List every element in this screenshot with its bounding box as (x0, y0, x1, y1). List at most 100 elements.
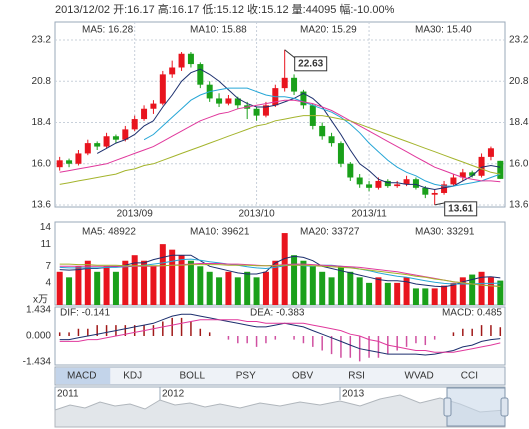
volume-bar (337, 266, 344, 305)
annotation-leader (434, 202, 445, 206)
volume-bar (206, 271, 213, 305)
volume-bar (94, 271, 101, 305)
volume-bar (328, 277, 335, 305)
legend-entry: MACD: 0.485 (442, 308, 502, 319)
y-tick-label: 13.6 (32, 200, 52, 211)
volume-bar (253, 277, 260, 305)
legend-entry: MA20: 15.29 (300, 25, 357, 36)
candle-body (75, 153, 82, 164)
volume-bar (56, 271, 63, 305)
candle-body (459, 172, 466, 178)
candle-body (234, 98, 241, 106)
x-tick-label: 2013/09 (117, 209, 154, 220)
volume-frame (54, 221, 506, 306)
candle-body (366, 184, 373, 188)
volume-bar (422, 288, 429, 305)
candle-body (319, 125, 326, 137)
legend-entry: MA10: 39621 (190, 227, 250, 238)
indicator-line (59, 99, 501, 183)
candle-body (66, 160, 73, 164)
y-tick-label: 11 (41, 239, 52, 250)
candle-body (441, 184, 448, 193)
annotation-leader (284, 49, 295, 59)
tab-label[interactable]: WVAD (405, 371, 434, 382)
volume-bar (347, 271, 354, 305)
volume-bar (403, 277, 410, 305)
y-tick-label: 4 (45, 278, 51, 289)
candle-body (197, 64, 204, 85)
candle-body (347, 163, 354, 178)
volume-bar (244, 271, 251, 305)
y-tick-label: 7 (45, 261, 51, 272)
macd-frame (54, 306, 506, 366)
volume-bar (103, 266, 110, 305)
legend-entry: DIF: -0.141 (60, 308, 110, 319)
navigator-window[interactable] (446, 387, 506, 427)
indicator-line (59, 254, 501, 288)
volume-bar (216, 277, 223, 305)
candle-body (159, 74, 166, 104)
candle-body (150, 103, 157, 109)
navigator-handle-right[interactable] (500, 397, 509, 417)
volume-bar (469, 274, 476, 305)
tab-strip (54, 366, 506, 386)
candle-body (216, 98, 223, 104)
volume-bar (75, 266, 82, 305)
candle-body (281, 77, 288, 89)
tab-label[interactable]: MACD (67, 371, 96, 382)
tab-label[interactable]: OBV (292, 371, 313, 382)
volume-bar (122, 260, 129, 305)
volume-bar (300, 260, 307, 305)
volume-bar (412, 288, 419, 305)
candle-body (291, 77, 298, 92)
candle-body (487, 148, 494, 157)
candle-body (375, 180, 382, 188)
volume-bar (478, 271, 485, 305)
candle-body (103, 136, 110, 147)
volume-bar (112, 271, 119, 305)
annotation-label: 13.61 (448, 203, 473, 214)
y-tick-label-right: 13.6 (509, 200, 529, 211)
volume-bar (159, 244, 166, 305)
y-tick-label-right: 18.4 (509, 117, 529, 128)
legend-entry: MA5: 48922 (82, 227, 136, 238)
volume-bar (384, 282, 391, 305)
legend-entry: MA20: 33727 (300, 227, 360, 238)
candle-body (478, 156, 485, 176)
tab-label[interactable]: CCI (461, 371, 478, 382)
volume-bar (150, 266, 157, 305)
candle-body (187, 53, 194, 65)
indicator-line (59, 115, 501, 185)
candle-body (253, 108, 260, 116)
candle-body (394, 184, 401, 187)
navigator-label: 2013 (342, 389, 365, 400)
volume-bar (178, 255, 185, 305)
volume-bar (291, 255, 298, 305)
volume-bar (394, 282, 401, 305)
tab-label[interactable]: RSI (348, 371, 365, 382)
tab-label[interactable]: KDJ (123, 371, 142, 382)
candle-body (225, 98, 232, 104)
volume-bar (197, 266, 204, 305)
tab-label[interactable]: BOLL (180, 371, 206, 382)
annotation-box (444, 201, 478, 217)
candle-body (431, 192, 438, 195)
candle-body (131, 119, 138, 130)
indicator-line (59, 319, 501, 353)
navigator-handle-left[interactable] (443, 397, 452, 417)
indicator-line (59, 263, 501, 287)
candle-body (403, 179, 410, 185)
volume-bar (459, 277, 466, 305)
indicator-line (96, 68, 501, 191)
volume-bar (281, 233, 288, 305)
candle-body (422, 187, 429, 195)
volume-bar (272, 260, 279, 305)
y-tick-label: 23.2 (32, 35, 52, 46)
navigator-label: 2012 (162, 389, 185, 400)
y-tick-label-right: 23.2 (509, 35, 529, 46)
candle-body (328, 136, 335, 144)
y-tick-label: 14 (40, 222, 52, 233)
tab-label[interactable]: PSY (236, 371, 256, 382)
volume-bar (234, 277, 241, 305)
annotation-box (294, 56, 328, 72)
